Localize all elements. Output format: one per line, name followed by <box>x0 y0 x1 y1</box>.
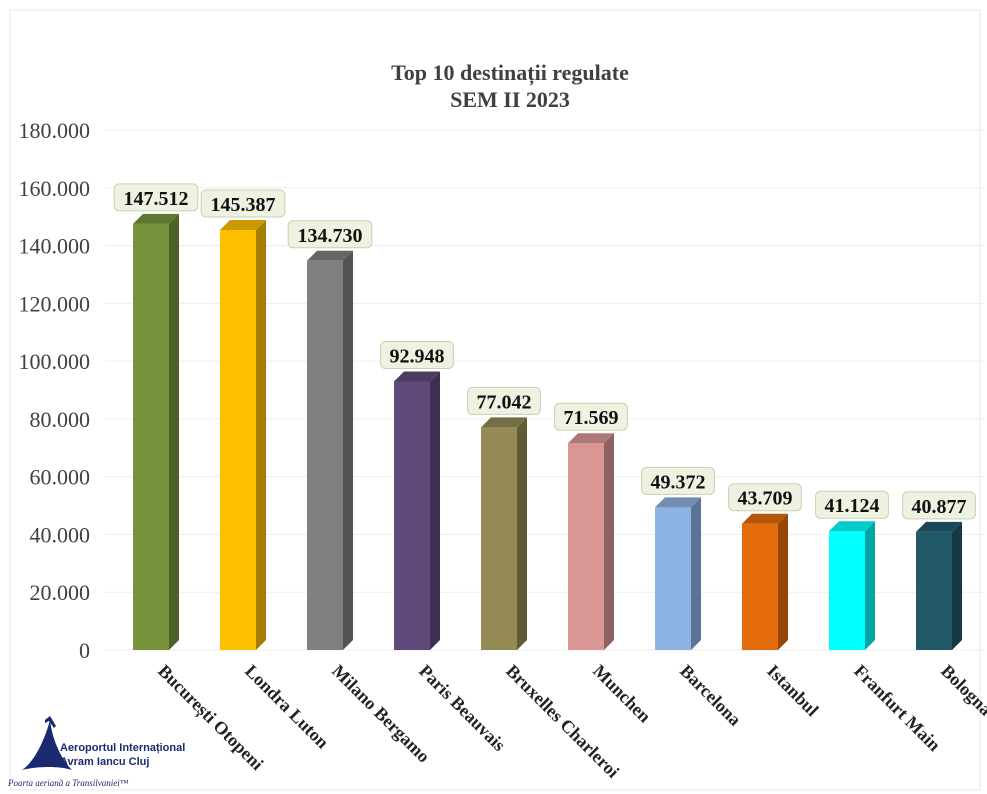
y-tick-label: 0 <box>79 638 90 663</box>
data-label: 40.877 <box>912 496 967 518</box>
data-label-box <box>641 466 715 495</box>
data-label: 49.372 <box>651 471 706 493</box>
data-label-box <box>467 386 541 415</box>
bar-side <box>952 521 962 650</box>
bar <box>220 219 266 651</box>
y-tick-label: 20.000 <box>30 580 91 605</box>
data-label-box <box>902 491 976 520</box>
bar-side <box>865 521 875 650</box>
bar-top <box>307 250 353 261</box>
bar <box>307 250 353 650</box>
logo-tagline: Poarta aeriană a Transilvaniei™ <box>8 778 129 788</box>
bar-front <box>568 443 604 650</box>
bar <box>481 417 527 650</box>
y-tick-label: 100.000 <box>19 349 91 374</box>
y-tick-label: 140.000 <box>19 234 91 259</box>
bar-front <box>655 507 691 650</box>
bar-front <box>742 523 778 650</box>
bar <box>829 521 875 650</box>
bar-top <box>916 521 962 532</box>
y-tick-label: 80.000 <box>30 407 91 432</box>
data-label: 43.709 <box>738 488 793 510</box>
bar-side <box>691 497 701 650</box>
chart-title-line-2: SEM II 2023 <box>450 87 570 112</box>
bar-side <box>256 219 266 651</box>
data-label-box <box>380 340 454 369</box>
y-axis-tick-labels: 0 20.000 40.000 60.000 80.000 100.000 120.000 1… <box>19 118 91 663</box>
data-label-box <box>200 189 286 218</box>
bar <box>655 497 701 650</box>
bar-top <box>220 219 266 230</box>
chart-title-line-1: Top 10 destinații regulate <box>391 60 629 86</box>
data-label: 41.124 <box>825 495 880 517</box>
bar <box>916 521 962 650</box>
bar-front <box>307 260 343 650</box>
bar-front <box>481 427 517 650</box>
bar-top <box>394 371 440 382</box>
bar-side <box>604 433 614 650</box>
data-label-box <box>287 220 373 249</box>
data-label-box <box>554 402 628 431</box>
data-label: 134.730 <box>298 225 363 247</box>
data-label-box <box>815 490 889 519</box>
bar-front <box>133 223 169 650</box>
data-label: 147.512 <box>124 188 189 210</box>
data-label-box <box>113 183 199 212</box>
bar-side <box>169 213 179 650</box>
bar <box>742 513 788 650</box>
logo-text-line-2: Avram Iancu Cluj <box>60 756 150 768</box>
data-label: 92.948 <box>390 345 445 367</box>
bar-top <box>655 497 701 508</box>
bar-side <box>778 513 788 650</box>
bar <box>568 433 614 650</box>
data-label: 71.569 <box>564 407 619 429</box>
bar-top <box>829 521 875 532</box>
y-tick-label: 40.000 <box>30 522 91 547</box>
bar-side <box>517 417 527 650</box>
logo-text-line-1: Aeroportul Internațional <box>60 742 186 754</box>
bar-front <box>829 531 865 650</box>
bar-top <box>742 513 788 524</box>
y-tick-label: 180.000 <box>19 118 91 143</box>
y-tick-label: 120.000 <box>19 291 91 316</box>
airport-logo: Aeroportul Internațional Avram Iancu Clu… <box>6 712 196 792</box>
bar-front <box>220 229 256 651</box>
bar <box>394 371 440 650</box>
bars <box>133 213 962 651</box>
bar-front <box>394 381 430 650</box>
plane-logo-icon <box>22 716 72 770</box>
y-tick-label: 60.000 <box>30 465 91 490</box>
bar-front <box>916 531 952 650</box>
data-labels: 147.512 145.387 134.730 92.948 77.042 71.569 4… <box>113 183 976 520</box>
bar <box>133 213 179 650</box>
bar-side <box>430 371 440 650</box>
data-label: 145.387 <box>211 194 276 216</box>
bar-top <box>133 213 179 224</box>
bar-side <box>343 250 353 650</box>
y-tick-label: 160.000 <box>19 176 91 201</box>
bar-top <box>568 433 614 444</box>
bar-top <box>481 417 527 428</box>
data-label-box <box>728 483 802 512</box>
data-label: 77.042 <box>477 391 532 413</box>
